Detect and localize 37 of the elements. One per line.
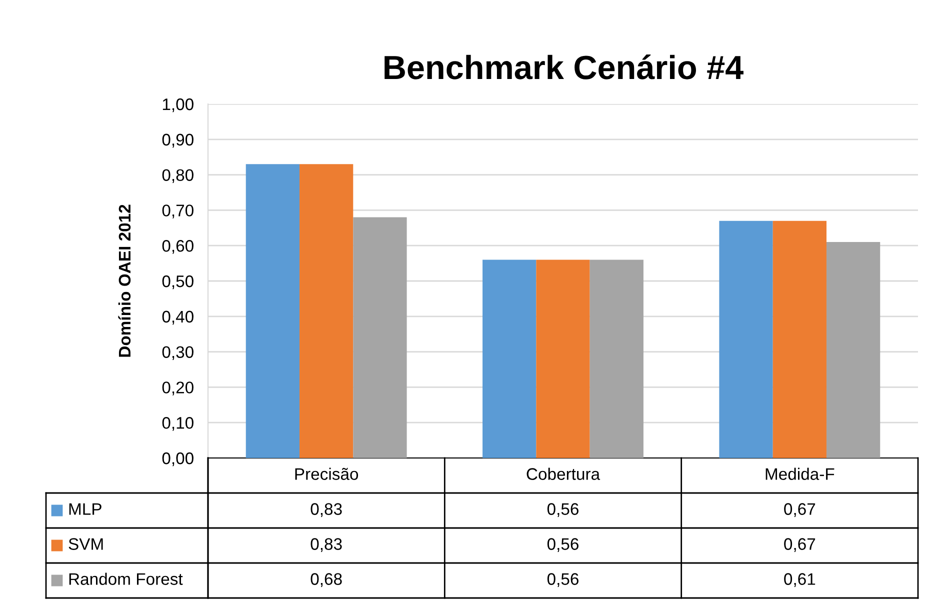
legend-label: SVM — [68, 538, 103, 550]
bar — [536, 260, 590, 458]
bar — [772, 220, 826, 458]
y-tick-label: 0,40 — [162, 310, 194, 325]
y-tick-label: 0,30 — [162, 346, 194, 360]
legend-label: Random Forest — [69, 572, 183, 585]
data-label: 0,61 — [784, 573, 816, 587]
bar — [300, 164, 354, 458]
bar — [590, 260, 644, 458]
y-tick-label: 0,60 — [162, 240, 194, 254]
data-label: 0,83 — [310, 538, 342, 552]
y-tick-label: 0,20 — [162, 382, 194, 396]
y-tick-label: 0,00 — [162, 452, 194, 466]
x-tick-label: Medida-F — [766, 468, 834, 480]
bar — [482, 260, 536, 458]
data-label: 0,67 — [784, 503, 816, 517]
data-label: 0,67 — [784, 538, 816, 552]
chart-title: Benchmark Cenário #4 — [384, 54, 744, 80]
data-label: 0,56 — [547, 538, 578, 552]
x-tick-label: Cobertura — [526, 468, 600, 480]
data-label: 0,83 — [310, 503, 342, 517]
bar — [826, 242, 880, 458]
y-tick-label: 0,10 — [162, 417, 194, 431]
data-label: 0,56 — [547, 503, 578, 517]
x-tick-label: Precisão — [295, 468, 358, 480]
y-axis-title: Domínio OAEI 2012 — [118, 204, 131, 357]
y-tick-label: 0,50 — [162, 275, 194, 290]
bar — [353, 217, 407, 458]
bar — [719, 220, 773, 458]
bar — [246, 164, 300, 458]
y-tick-label: 0,90 — [162, 134, 194, 148]
data-label: 0,56 — [547, 573, 578, 587]
y-tick-label: 1,00 — [162, 98, 194, 112]
y-tick-label: 0,80 — [162, 169, 194, 183]
y-tick-label: 0,70 — [162, 204, 194, 218]
legend-label: MLP — [69, 503, 102, 515]
data-label: 0,68 — [310, 573, 342, 587]
